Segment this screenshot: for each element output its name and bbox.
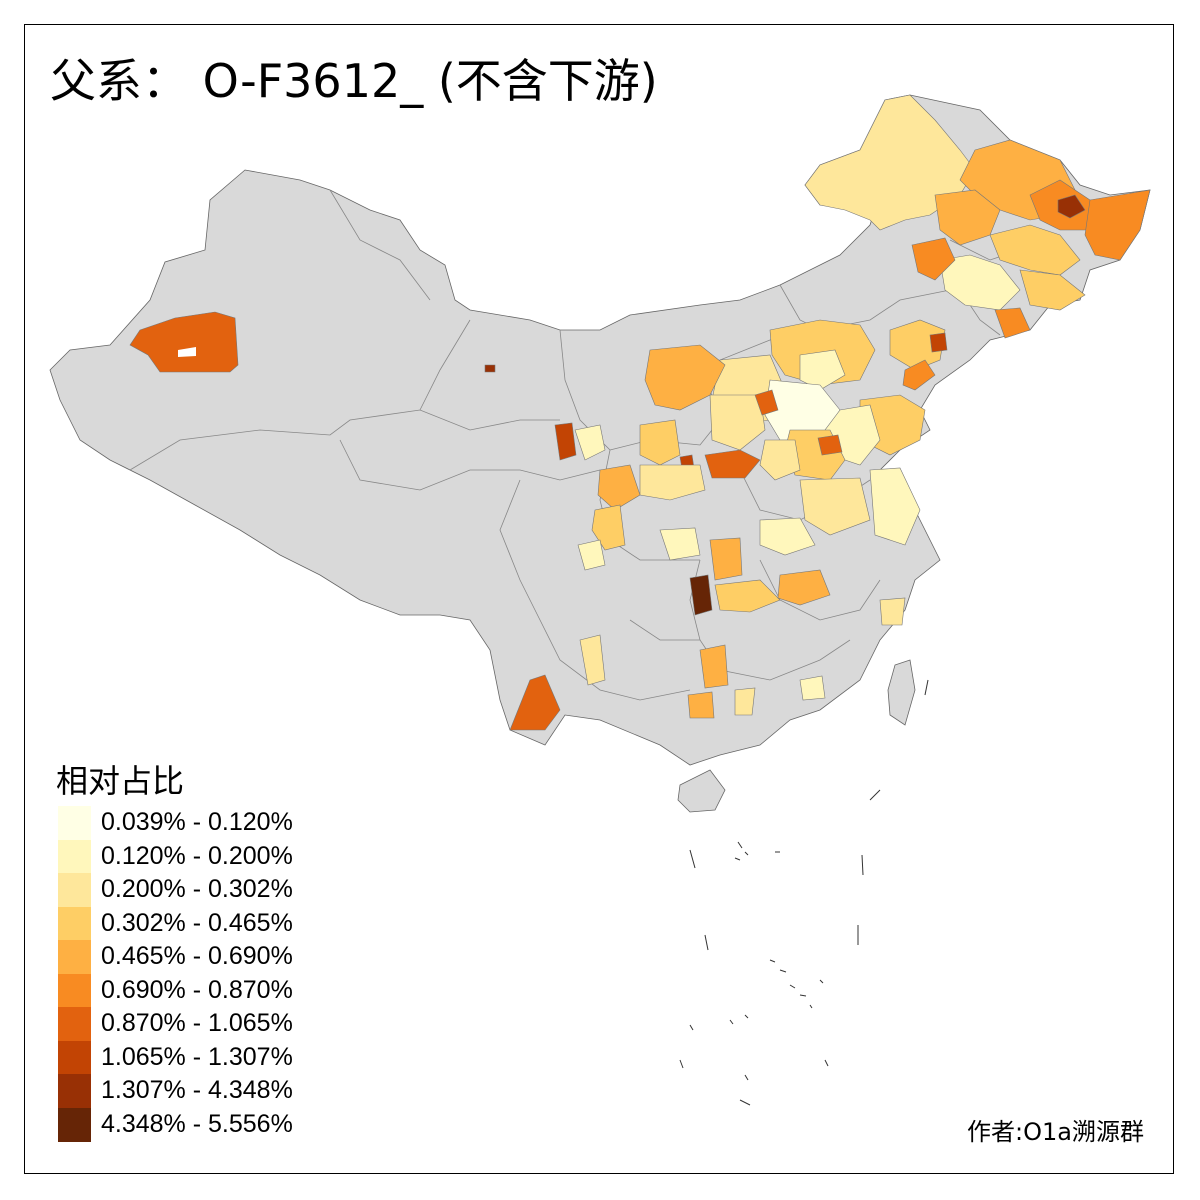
region-sichuan-a — [577, 539, 606, 571]
region-hulunbuir-south — [911, 237, 956, 281]
region-anhui-a — [799, 477, 871, 536]
region-hunan-a — [714, 579, 781, 613]
region-liaoning-c — [929, 332, 948, 353]
legend-item: 0.200% - 0.302% — [58, 873, 358, 907]
legend-item: 0.039% - 0.120% — [58, 806, 358, 840]
legend-label: 1.065% - 1.307% — [101, 1042, 293, 1071]
legend-label: 4.348% - 5.556% — [101, 1109, 293, 1138]
legend-swatch — [58, 873, 91, 907]
legend-label: 0.120% - 0.200% — [101, 841, 293, 870]
map-frame — [24, 24, 1174, 1174]
author-credit: 作者:O1a溯源群 — [967, 1118, 1144, 1146]
region-gansu-a — [574, 424, 606, 461]
region-hubei-a — [709, 537, 743, 581]
region-liaoning-a — [994, 307, 1031, 339]
region-jiangsu-a — [869, 467, 921, 546]
region-jilin-c — [1019, 269, 1086, 311]
region-jiangxi-a — [777, 569, 831, 606]
region-guangxi-a — [699, 644, 729, 689]
region-yunnan-south — [509, 674, 561, 731]
region-beijing-area — [799, 349, 846, 391]
region-inner-mongolia-mid — [644, 344, 726, 411]
region-shaanxi-orange — [704, 449, 761, 479]
region-harbin-dark — [1057, 194, 1086, 219]
region-hubei-west — [659, 527, 701, 561]
legend-label: 0.039% - 0.120% — [101, 808, 293, 836]
region-henan-orange — [817, 434, 843, 456]
legend-swatch — [58, 806, 91, 840]
south-sea-islands — [679, 679, 929, 1106]
region-liaoning-d — [902, 359, 936, 391]
legend-label: 1.307% - 4.348% — [101, 1076, 293, 1104]
region-shanxi-red — [754, 389, 779, 416]
legend-swatch — [58, 940, 91, 974]
legend-label: 0.200% - 0.302% — [101, 875, 293, 903]
region-heilongjiang-c — [1084, 189, 1151, 261]
legend-item: 0.690% - 0.870% — [58, 973, 358, 1008]
region-ningxia-dark — [554, 422, 577, 461]
taiwan-island — [887, 659, 916, 726]
region-guangxi-b — [687, 691, 715, 719]
region-fujian-a — [799, 675, 826, 701]
legend-item: 0.120% - 0.200% — [58, 839, 358, 874]
region-gansu-b — [597, 464, 641, 511]
legend-swatch — [58, 1007, 91, 1041]
legend-item: 0.465% - 0.690% — [58, 940, 358, 974]
legend: 0.039% - 0.120% 0.120% - 0.200% 0.200% -… — [58, 806, 358, 1142]
legend-label: 0.465% - 0.690% — [101, 942, 293, 970]
region-zhejiang-a — [879, 597, 906, 626]
region-jilin-b — [939, 254, 1021, 311]
legend-swatch — [58, 973, 91, 1008]
legend-item: 4.348% - 5.556% — [58, 1107, 358, 1142]
map-title: 父系： O-F3612_ (不含下游) — [50, 54, 658, 108]
region-guizhou-a — [579, 634, 606, 686]
legend-swatch — [58, 906, 91, 941]
region-ili-hole — [178, 347, 196, 357]
legend-swatch — [58, 1107, 91, 1142]
region-shaanxi-a — [639, 419, 681, 466]
legend-label: 0.690% - 0.870% — [101, 975, 293, 1004]
region-henan-b — [759, 439, 801, 481]
legend-title: 相对占比 — [56, 762, 185, 800]
region-gansu-c — [591, 504, 626, 551]
region-jilin-a — [989, 224, 1081, 276]
region-shaanxi-b — [639, 464, 706, 501]
legend-swatch — [58, 1074, 91, 1108]
region-liaoning-b — [889, 319, 946, 371]
legend-label: 0.302% - 0.465% — [101, 908, 293, 937]
legend-item: 1.307% - 4.348% — [58, 1074, 358, 1108]
region-chongqing-dark — [689, 574, 713, 616]
region-shanxi-a — [709, 394, 766, 451]
hainan-island — [677, 769, 726, 813]
legend-swatch — [58, 839, 91, 874]
region-wuhai-dark — [484, 364, 496, 373]
region-anhui-b — [759, 517, 816, 556]
region-guangdong-a — [734, 687, 756, 716]
region-ili — [129, 311, 239, 373]
legend-item: 0.870% - 1.065% — [58, 1007, 358, 1041]
data-regions — [129, 94, 1151, 731]
legend-label: 0.870% - 1.065% — [101, 1009, 293, 1037]
legend-swatch — [58, 1040, 91, 1075]
legend-item: 0.302% - 0.465% — [58, 906, 358, 941]
legend-item: 1.065% - 1.307% — [58, 1040, 358, 1075]
